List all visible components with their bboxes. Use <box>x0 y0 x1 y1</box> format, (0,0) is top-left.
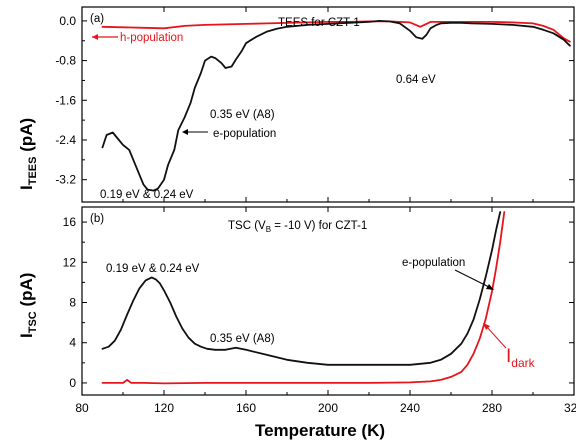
e-population-pointer-a: e-population <box>182 128 276 140</box>
ytick-label: -1.6 <box>55 93 76 107</box>
dark-current-pointer: Idark <box>483 323 536 370</box>
series-line-b-e-population <box>101 211 502 366</box>
annotation-064ev: 0.64 eV <box>396 74 436 86</box>
panel-a-title: TEES for CZT-1 <box>278 17 360 29</box>
e-population-arrowhead-a <box>182 129 188 135</box>
dark-current-arrow <box>485 325 507 349</box>
xtick-label: 240 <box>400 401 420 415</box>
ytick-label: 8 <box>69 296 76 310</box>
annotation-019-024ev-a: 0.19 eV & 0.24 eV <box>100 189 194 201</box>
ytick-label: 16 <box>63 215 77 229</box>
annotation-035ev-a: 0.35 eV (A8) <box>210 109 275 121</box>
xtick-label: 280 <box>482 401 502 415</box>
ytick-label: -0.8 <box>55 54 76 68</box>
xtick-label: 320 <box>564 401 576 415</box>
xtick-label: 80 <box>75 401 89 415</box>
xtick-label: 120 <box>154 401 174 415</box>
h-population-arrowhead <box>92 34 98 40</box>
e-population-label-a: e-population <box>213 128 276 140</box>
panel-b-frame <box>81 206 575 396</box>
series-line-a-e-population <box>101 19 571 192</box>
panel-b-title: TSC (VB = -10 V) for CZT-1 <box>228 220 367 234</box>
ytick-label: -2.4 <box>55 133 76 147</box>
xtick-label: 200 <box>318 401 338 415</box>
panel-b-ylabel: ITSC (pA) <box>17 273 39 338</box>
panel-a-label: (a) <box>90 13 104 25</box>
panel-a-ylabel: ITEES (pA) <box>17 118 39 190</box>
annotation-019-024ev-b: 0.19 eV & 0.24 eV <box>106 263 200 275</box>
series-line-b-i-dark <box>101 211 506 385</box>
panel-b-label: (b) <box>90 213 104 225</box>
ytick-label: 12 <box>63 255 77 269</box>
ytick-label: -3.2 <box>55 173 76 187</box>
x-axis-label: Temperature (K) <box>255 421 385 440</box>
annotation-035ev-b: 0.35 eV (A8) <box>210 333 275 345</box>
dark-current-arrowhead <box>483 323 490 330</box>
xtick-label: 160 <box>236 401 256 415</box>
panel-a: 0.0 -0.8 -1.6 -2.4 -3.2 (a) TEES for CZT-1 h… <box>17 6 575 203</box>
dark-current-label: Idark <box>506 346 536 370</box>
ytick-label: 0.0 <box>59 14 76 28</box>
h-population-label: h-population <box>120 32 183 44</box>
e-population-arrowhead-b <box>486 284 494 290</box>
e-population-arrow-b <box>454 269 492 289</box>
e-population-label-b: e-population <box>402 257 465 269</box>
ytick-label: 4 <box>69 336 76 350</box>
panel-a-legend-h-population: h-population <box>92 32 183 44</box>
e-population-pointer-b: e-population <box>402 257 494 290</box>
ytick-label: 0 <box>69 376 76 390</box>
